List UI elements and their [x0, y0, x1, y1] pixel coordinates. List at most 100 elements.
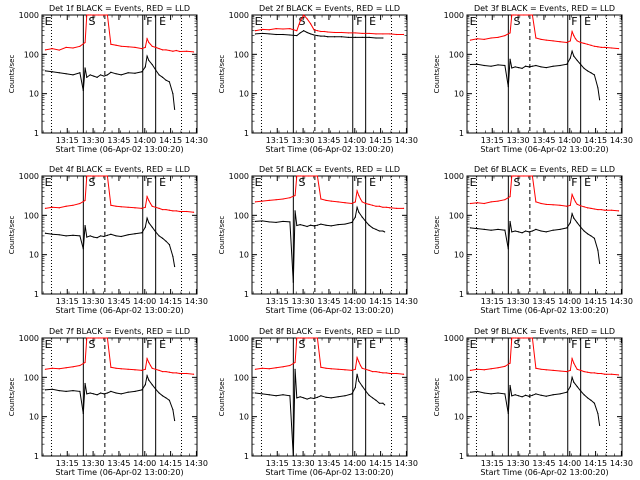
- x-axis-label: Start Time (06-Apr-02 13:00:20): [55, 306, 183, 315]
- lld-point: [282, 198, 284, 200]
- lld-point: [535, 37, 537, 39]
- lld-point: [44, 368, 47, 370]
- lld-point: [323, 30, 325, 33]
- events-point: [514, 230, 516, 232]
- events-point: [514, 394, 516, 396]
- events-point: [65, 390, 67, 392]
- events-point: [559, 393, 561, 395]
- x-tick-label: 13:15: [266, 459, 289, 468]
- lld-point: [597, 208, 599, 211]
- events-point: [490, 229, 492, 231]
- lld-point: [490, 368, 492, 370]
- interval-marker: E: [584, 15, 591, 28]
- events-point: [99, 235, 102, 237]
- interval-marker: E: [584, 176, 591, 189]
- events-point: [292, 281, 294, 283]
- plot-frame: [251, 14, 408, 134]
- lld-point: [511, 337, 513, 339]
- lld-point: [87, 175, 90, 177]
- lld-point: [337, 368, 339, 370]
- lld-point: [600, 372, 602, 375]
- lld-point: [483, 369, 485, 371]
- events-point: [597, 87, 599, 89]
- events-series: [470, 49, 601, 100]
- events-point: [524, 65, 527, 67]
- interval-marker: E: [45, 15, 52, 28]
- panel-title: Det 4f BLACK = Events, RED = LLD: [49, 165, 190, 174]
- lld-point: [303, 337, 305, 339]
- lld-point: [402, 373, 405, 375]
- plot-frame: [466, 175, 623, 295]
- x-tick-label: 13:15: [56, 459, 79, 468]
- x-tick-label: 14:15: [159, 459, 182, 468]
- events-series: [45, 373, 176, 421]
- events-point: [89, 392, 91, 394]
- lld-point: [146, 357, 148, 360]
- events-point: [545, 66, 547, 69]
- events-point: [358, 380, 360, 382]
- events-point: [79, 72, 81, 74]
- events-point: [134, 233, 136, 235]
- events-point: [325, 224, 327, 226]
- events-point: [354, 216, 356, 218]
- lld-point: [574, 201, 577, 203]
- lld-point: [586, 371, 589, 373]
- events-point: [148, 379, 150, 381]
- lld-point: [149, 202, 152, 205]
- lld-point: [354, 32, 356, 34]
- lld-point: [192, 373, 195, 375]
- lld-point: [378, 205, 381, 207]
- lld-point: [469, 369, 472, 372]
- events-point: [490, 393, 492, 395]
- lld-point: [151, 45, 153, 47]
- lld-point: [509, 362, 511, 364]
- interval-marker: S: [299, 15, 306, 28]
- panel-title: Det 2f BLACK = Events, RED = LLD: [259, 4, 400, 13]
- lld-point: [186, 210, 188, 213]
- panel-det-6: Det 6f BLACK = Events, RED = LLD 1 10 100 10…: [433, 165, 633, 315]
- lld-point: [518, 14, 520, 16]
- lld-point: [593, 372, 596, 374]
- x-tick-label: 14:15: [369, 459, 392, 468]
- events-point: [371, 397, 374, 399]
- events-point: [378, 402, 381, 404]
- events-point: [573, 217, 575, 219]
- events-point: [268, 394, 270, 396]
- interval-marker: F: [571, 338, 577, 351]
- y-tick-label: 10: [454, 90, 464, 99]
- lld-point: [98, 14, 100, 16]
- lld-point: [297, 337, 300, 339]
- lld-point: [148, 41, 150, 44]
- events-series: [470, 211, 601, 264]
- events-point: [384, 404, 386, 406]
- events-point: [82, 89, 84, 92]
- panel-det-5: Det 5f BLACK = Events, RED = LLD 1 10 100 10…: [218, 165, 418, 315]
- events-point: [261, 220, 263, 222]
- lld-point: [134, 369, 136, 371]
- lld-point: [514, 337, 516, 339]
- events-point: [174, 419, 176, 422]
- lld-point: [597, 46, 599, 48]
- events-point: [576, 386, 578, 388]
- lld-point: [161, 49, 164, 51]
- x-tick-label: 14:15: [584, 459, 607, 468]
- lld-point: [296, 30, 298, 32]
- x-tick-label: 13:45: [317, 297, 340, 306]
- events-series: [45, 216, 176, 267]
- lld-point: [299, 20, 301, 22]
- events-point: [268, 221, 270, 223]
- events-point: [58, 72, 60, 74]
- x-axis-label: Start Time (06-Apr-02 13:00:20): [55, 145, 183, 154]
- x-tick-label: 14:30: [395, 136, 418, 145]
- events-point: [497, 392, 499, 394]
- events-point: [590, 235, 592, 237]
- interval-marker: E: [470, 176, 477, 189]
- lld-point: [531, 175, 534, 177]
- events-point: [168, 81, 171, 83]
- x-tick-label: 14:15: [369, 136, 392, 145]
- lld-point: [528, 175, 530, 177]
- y-tick-label: 1: [459, 452, 464, 461]
- lld-point: [110, 366, 112, 368]
- events-point: [320, 395, 322, 397]
- lld-point: [337, 201, 339, 203]
